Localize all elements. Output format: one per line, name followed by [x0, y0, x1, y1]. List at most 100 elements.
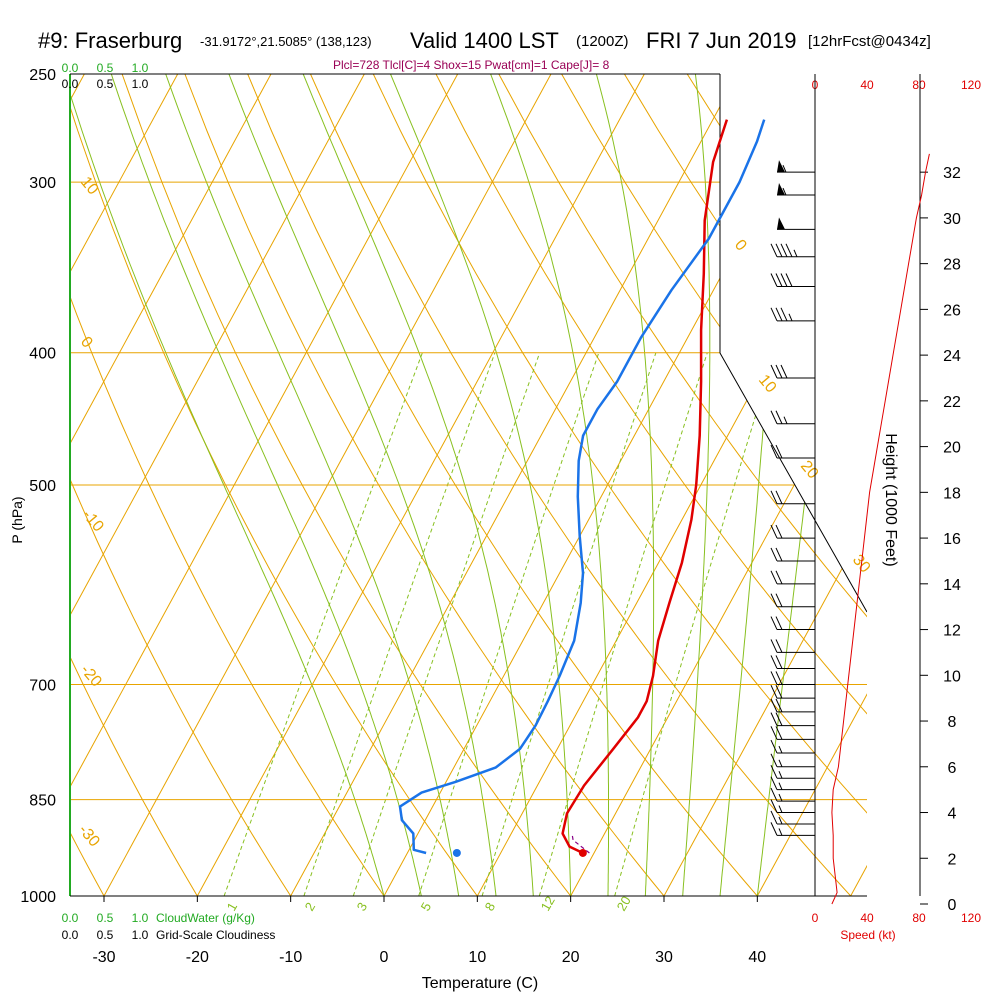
mixing-ratio-label: 5: [418, 900, 435, 914]
wind-barb-feather: [770, 444, 778, 459]
wind-barb-feather: [775, 712, 783, 726]
dry-adiabat-line: [121, 74, 572, 896]
wind-barb-feather: [770, 490, 778, 504]
dry-adiabat-line: [70, 105, 478, 896]
wind-barb-feather: [770, 273, 778, 287]
wind-barb-feather: [775, 726, 783, 740]
dry-adiabat-line: [372, 74, 867, 814]
wind-barb-half: [783, 416, 788, 424]
cloudiness-tick-top: 0.0: [62, 77, 79, 91]
wind-barb-flag: [777, 160, 785, 173]
wind-barb-half: [778, 782, 783, 790]
panel-mask: [720, 74, 867, 612]
isotherm-line: [850, 864, 867, 896]
wind-panel: [770, 74, 930, 905]
wind-barb-feather: [785, 243, 793, 257]
wind-barb-feather: [775, 684, 783, 699]
mixing-ratio-line: [418, 352, 600, 896]
wind-barb-feather: [785, 273, 793, 287]
mixing-ratio-line: [223, 352, 423, 896]
wind-barb-feather: [770, 787, 778, 802]
height-tick-label: 28: [943, 257, 961, 274]
wind-barb-feather: [775, 410, 783, 424]
wind-barb-half: [778, 805, 783, 813]
wind-barb-feather: [770, 639, 778, 653]
dry-adiabat-line: [435, 74, 867, 715]
wind-barb-feather: [770, 593, 778, 607]
wind-barb-half: [778, 816, 783, 825]
mixing-ratio-line: [303, 352, 496, 896]
x-tick-label: -10: [279, 949, 302, 966]
wind-barb-feather: [775, 364, 783, 379]
moist-adiabat-line: [165, 74, 460, 896]
wind-barb-feather: [775, 307, 783, 322]
pressure-tick-label: 400: [29, 346, 56, 363]
pressure-tick-label: 300: [29, 175, 56, 192]
utc-time: (1200Z): [576, 33, 629, 50]
wind-barb-flag: [777, 217, 785, 230]
x-tick-label: 20: [562, 949, 580, 966]
height-tick-label: 22: [943, 394, 961, 411]
isotherm-line: [70, 74, 179, 274]
wind-barb-feather: [775, 671, 783, 685]
wind-barb-half: [782, 187, 787, 196]
speed-axis-title: Speed (kt): [840, 928, 895, 942]
wind-barb-feather: [770, 410, 778, 424]
cloudiness-tick-bottom: 0.0: [62, 928, 79, 942]
dry-adiabat-line: [70, 295, 385, 896]
wind-barb-feather: [770, 547, 778, 562]
height-tick-label: 10: [943, 668, 961, 685]
speed-tick-bottom: 80: [912, 911, 926, 925]
dry-adiabat-line: [0, 74, 11, 896]
temperature-line: [561, 119, 729, 855]
dry-adiabat-line: [561, 74, 867, 522]
wind-barb-feather: [770, 739, 778, 754]
dewpoint-line: [398, 119, 766, 855]
cloudwater-tick-bottom: 0.5: [97, 911, 114, 925]
wind-barb-feather: [780, 273, 788, 287]
moist-adiabat-line: [490, 74, 609, 896]
wind-barb-feather: [775, 616, 783, 630]
surface-dewpoint-marker: [452, 848, 461, 857]
wind-barb-feather: [770, 307, 778, 322]
height-tick-label: 18: [943, 485, 961, 502]
wind-barb-feather: [775, 570, 783, 585]
panel-boundary: [719, 74, 867, 613]
x-tick-label: -20: [186, 949, 209, 966]
wind-barb-half: [778, 771, 783, 779]
wind-barb-feather: [770, 684, 778, 699]
cloudwater-tick-bottom: 1.0: [132, 911, 149, 925]
height-axis-title: Height (1000 Feet): [882, 433, 899, 566]
y-axis-title: P (hPa): [9, 496, 25, 543]
isotherm-line: [663, 521, 867, 896]
wind-barb-feather: [770, 822, 778, 836]
pressure-tick-label: 1000: [20, 889, 56, 906]
dry-adiabat-line: [184, 74, 665, 896]
dry-adiabat-line: [70, 655, 198, 896]
moist-adiabat-line: [228, 74, 497, 896]
station-coords: -31.9172°,21.5085° (138,123): [200, 34, 372, 49]
wind-barb-flag: [777, 183, 785, 196]
height-tick-label: 32: [943, 165, 961, 182]
wind-barb-feather: [780, 307, 788, 322]
wind-barb-feather: [775, 273, 783, 287]
wind-speed-line: [831, 153, 930, 905]
speed-tick-bottom: 120: [961, 911, 981, 925]
wind-barb-half: [778, 745, 783, 754]
isotherm-line: [756, 693, 867, 896]
mixing-ratio-label: 2: [302, 900, 319, 914]
height-tick-label: 2: [948, 851, 957, 868]
cloudiness-tick-bottom: 1.0: [132, 928, 149, 942]
moist-adiabat-line: [70, 92, 385, 896]
height-tick-label: 0: [948, 897, 957, 914]
wind-barb-feather: [780, 243, 788, 257]
pressure-tick-label: 700: [29, 678, 56, 695]
wind-barb-feather: [775, 698, 783, 713]
wind-barb-feather: [770, 698, 778, 713]
chart-axes: [69, 73, 867, 902]
cloudiness-tick-top: 1.0: [132, 77, 149, 91]
station-title: #9: Fraserburg: [38, 28, 183, 53]
wind-barb-feather: [770, 570, 778, 585]
wind-barb-feather: [780, 364, 788, 379]
